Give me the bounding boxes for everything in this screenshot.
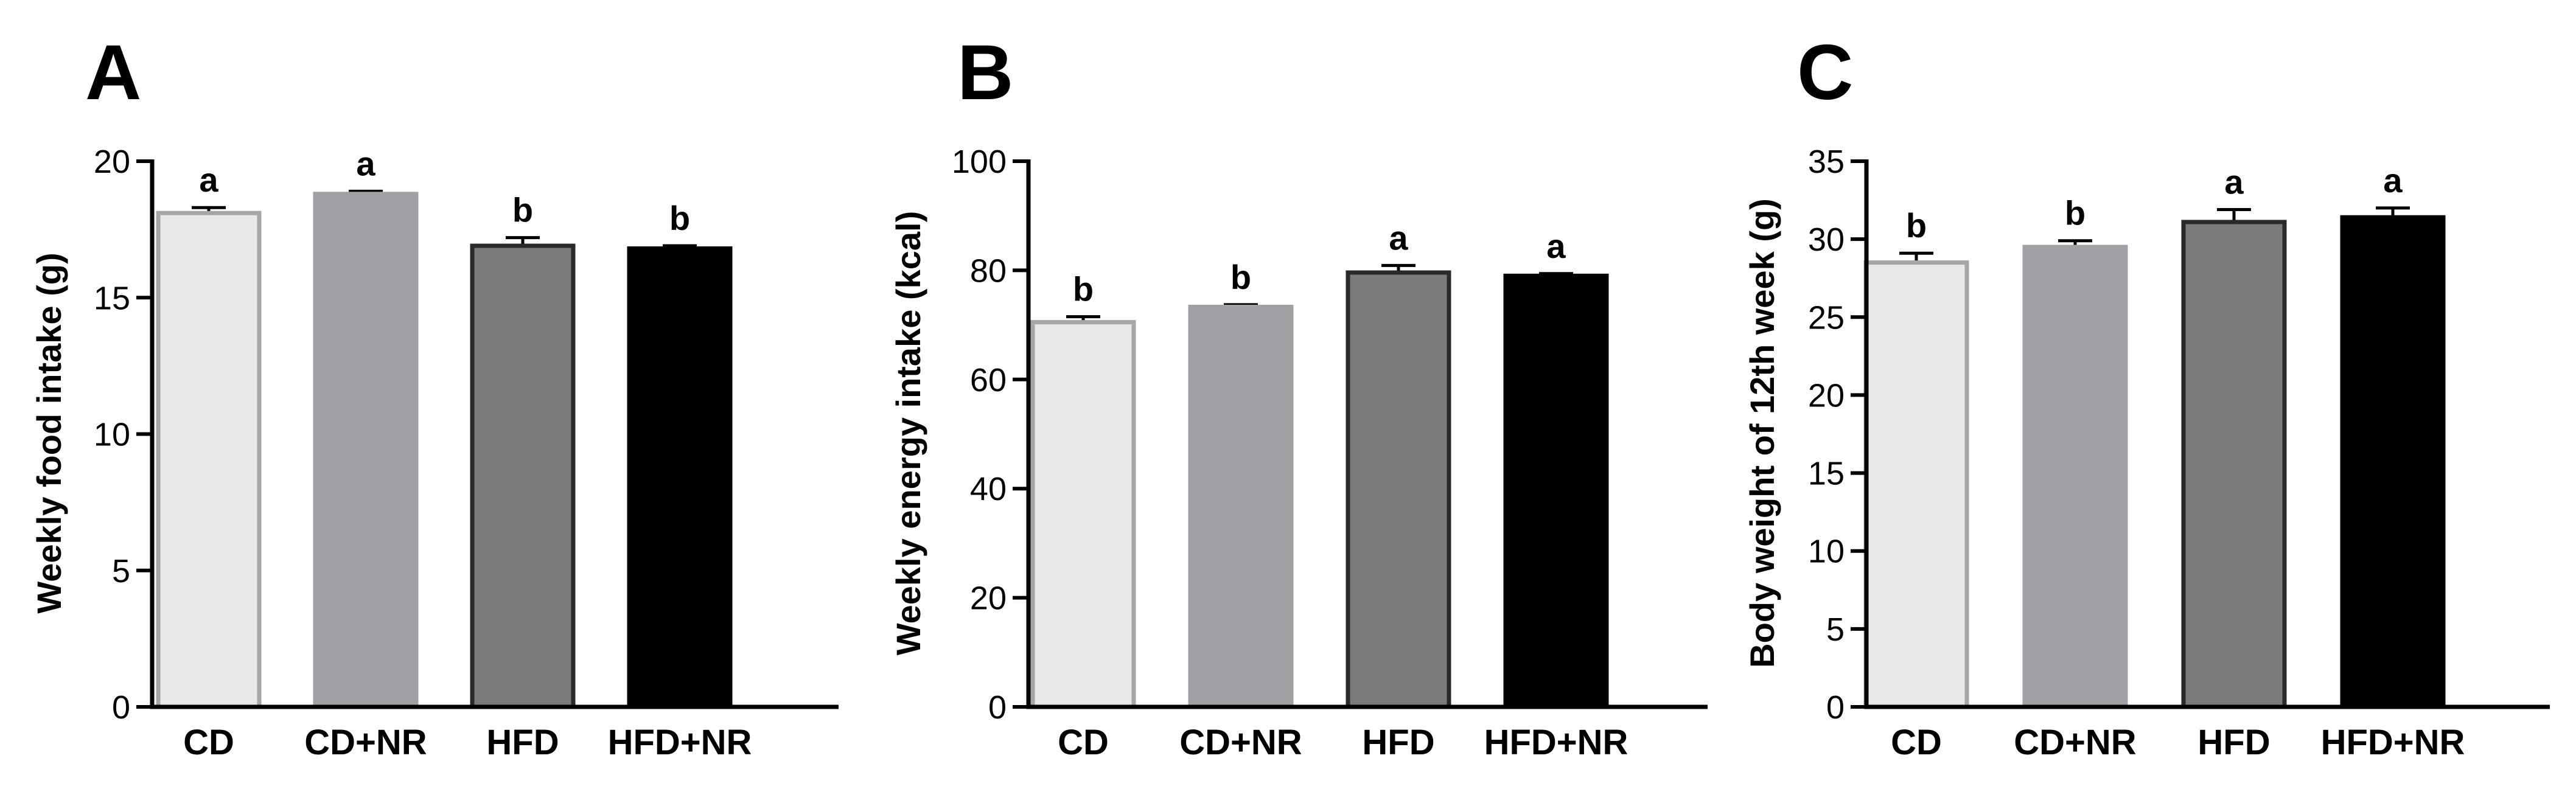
y-axis-label: Weekly food intake (g) (30, 252, 68, 613)
y-tick-label: 5 (1826, 611, 1845, 648)
significance-label: b (669, 199, 690, 237)
x-tick-label: CD+NR (1179, 723, 1302, 762)
bar-cd-plus-nr (313, 192, 419, 709)
bar-cd (156, 210, 262, 709)
x-tick-label: HFD+NR (608, 723, 752, 762)
x-tick-label: HFD (1362, 723, 1434, 762)
y-tick-label: 100 (952, 144, 1007, 180)
bar-cd (1030, 320, 1136, 709)
panel-letter: C (1797, 29, 1853, 116)
y-tick-label: 10 (94, 417, 130, 453)
x-tick-label: CD+NR (2014, 723, 2136, 762)
significance-label: b (1230, 258, 1251, 296)
x-tick-label: CD (1891, 723, 1942, 762)
y-tick-label: 35 (1808, 144, 1845, 180)
significance-label: b (512, 191, 533, 229)
significance-label: a (356, 144, 375, 182)
y-tick-label: 25 (1808, 299, 1845, 336)
x-tick-label: HFD+NR (2321, 723, 2465, 762)
y-tick-label: 20 (1808, 377, 1845, 414)
x-tick-label: CD (1058, 723, 1109, 762)
bar-hfd-plus-nr (1503, 273, 1609, 709)
significance-label: b (1906, 206, 1927, 245)
significance-label: a (2383, 161, 2403, 200)
x-tick-label: CD+NR (304, 723, 427, 762)
bar-cd-plus-nr (1188, 304, 1294, 709)
significance-label: a (1546, 227, 1566, 265)
significance-label: a (2224, 162, 2244, 201)
y-tick-label: 0 (112, 689, 130, 726)
y-tick-label: 20 (94, 144, 130, 180)
significance-label: a (1389, 218, 1408, 257)
x-tick-label: CD (183, 723, 234, 762)
panel-letter: A (85, 29, 141, 116)
significance-label: a (199, 161, 218, 199)
x-tick-label: HFD (2197, 723, 2270, 762)
y-tick-label: 0 (1826, 689, 1845, 726)
significance-label: b (1073, 270, 1094, 308)
y-tick-label: 20 (970, 580, 1007, 617)
bar-hfd-plus-nr (2340, 215, 2446, 709)
chart-panel-c: C Body weight of 12th week (g) b CD b CD+NR a H… (1743, 29, 2550, 762)
bar-cd-plus-nr (2022, 245, 2128, 709)
bar-hfd-plus-nr (627, 246, 733, 709)
y-tick-label: 80 (970, 252, 1007, 289)
x-tick-label: HFD+NR (1484, 723, 1628, 762)
y-tick-label: 15 (1808, 456, 1845, 492)
y-axis-label: Body weight of 12th week (g) (1743, 198, 1781, 668)
chart-panel-b: B Weekly energy intake (kcal) b CD b CD+NR a HF… (889, 29, 1708, 762)
y-tick-label: 40 (970, 471, 1007, 507)
x-tick-label: HFD (486, 723, 559, 762)
bar-hfd (1346, 270, 1451, 709)
y-tick-label: 5 (112, 553, 130, 589)
y-tick-label: 60 (970, 362, 1007, 398)
y-tick-label: 15 (94, 280, 130, 316)
bar-hfd (470, 243, 576, 709)
panel-letter: B (957, 29, 1013, 116)
y-tick-label: 10 (1808, 534, 1845, 570)
significance-label: b (2065, 194, 2086, 232)
bar-hfd (2181, 220, 2287, 709)
y-tick-label: 30 (1808, 221, 1845, 258)
y-axis-label: Weekly energy intake (kcal) (889, 211, 927, 655)
chart-panel-a: A Weekly food intake (g) a CD a CD+NR b HFD b HFD… (30, 29, 839, 762)
y-tick-label: 0 (988, 689, 1007, 726)
bar-cd (1863, 260, 1969, 709)
